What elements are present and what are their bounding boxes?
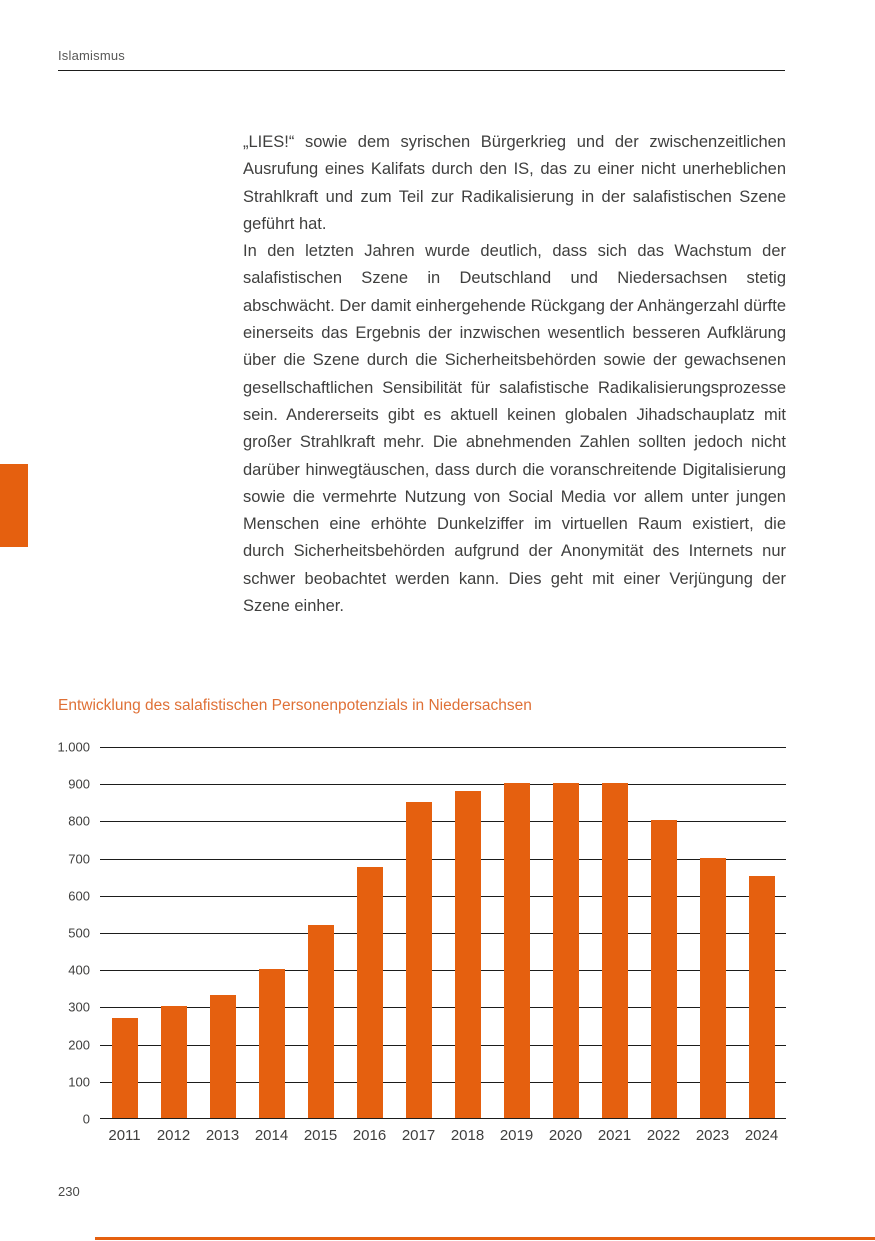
- bar-2020: [552, 783, 579, 1118]
- bar-2016: [356, 866, 383, 1118]
- bar-2014: [258, 969, 285, 1118]
- gridline: [100, 784, 786, 786]
- bar-slot: [737, 747, 786, 1118]
- y-tick-label: 100: [68, 1074, 90, 1090]
- chart-title: Entwicklung des salafistischen Personenp…: [58, 697, 532, 714]
- bar-slot: [541, 747, 590, 1118]
- bar-2019: [503, 783, 530, 1118]
- bar-2015: [307, 924, 334, 1118]
- y-tick-label: 900: [68, 776, 90, 792]
- x-tick-label: 2017: [401, 1127, 436, 1144]
- x-tick-label: 2018: [450, 1127, 485, 1144]
- gridline: [100, 970, 786, 972]
- y-tick-label: 700: [68, 851, 90, 867]
- bar-2012: [160, 1006, 187, 1118]
- chart-xaxis: 2011 2012 2013 2014 2015 2016 2017 2018 2019 2020…: [100, 1127, 786, 1144]
- x-tick-label: 2023: [695, 1127, 730, 1144]
- bar-slot: [688, 747, 737, 1118]
- x-tick-label: 2014: [254, 1127, 289, 1144]
- chapter-margin-tab: [0, 464, 28, 547]
- bar-2022: [650, 820, 677, 1118]
- body-text: „LIES!“ sowie dem syrischen Bürgerkrieg …: [243, 129, 786, 620]
- bar-slot: [639, 747, 688, 1118]
- header-rule: [58, 70, 785, 71]
- chart-body: 1.000 900 800 700 600 500 400 300 200 100 0: [57, 740, 786, 1127]
- paragraph: In den letzten Jahren wurde deutlich, da…: [243, 242, 786, 616]
- bar-2023: [699, 857, 726, 1118]
- chart-plot: [100, 747, 786, 1119]
- bar-slot: [296, 747, 345, 1118]
- gridline: [100, 1081, 786, 1083]
- x-tick-label: 2021: [597, 1127, 632, 1144]
- gridline: [100, 858, 786, 860]
- section-label: Islamismus: [58, 48, 126, 63]
- y-tick-label: 500: [68, 925, 90, 941]
- bar-chart: Entwicklung des salafistischen Personenp…: [57, 697, 786, 1144]
- bar-2024: [748, 876, 775, 1118]
- x-tick-label: 2019: [499, 1127, 534, 1144]
- x-tick-label: 2011: [108, 1127, 141, 1144]
- chart-yaxis: 1.000 900 800 700 600 500 400 300 200 100 0: [57, 740, 90, 1127]
- x-tick-label: 2012: [156, 1127, 191, 1144]
- footer-accent-line: [95, 1237, 875, 1240]
- x-tick-label: 2024: [744, 1127, 779, 1144]
- x-tick-label: 2015: [303, 1127, 338, 1144]
- bar-slot: [100, 747, 149, 1118]
- page-header: Islamismus: [58, 48, 785, 71]
- gridline: [100, 821, 786, 823]
- gridline: [100, 933, 786, 934]
- x-tick-label: 2016: [352, 1127, 387, 1144]
- bar-slot: [590, 747, 639, 1118]
- paragraph: „LIES!“ sowie dem syrischen Bürgerkrieg …: [243, 133, 786, 233]
- bar-2013: [209, 995, 236, 1118]
- y-tick-label: 1.000: [57, 739, 90, 755]
- bar-2021: [601, 783, 628, 1118]
- gridline: [100, 1044, 786, 1046]
- bar-slot: [198, 747, 247, 1118]
- bar-slot: [345, 747, 394, 1118]
- bar-slot: [443, 747, 492, 1118]
- chart-bars: [100, 747, 786, 1118]
- x-tick-label: 2022: [646, 1127, 681, 1144]
- y-tick-label: 300: [68, 999, 90, 1015]
- y-tick-label: 600: [68, 888, 90, 904]
- y-tick-label: 200: [68, 1037, 90, 1053]
- bar-2011: [111, 1017, 138, 1118]
- x-tick-label: 2020: [548, 1127, 583, 1144]
- gridline: [100, 895, 786, 897]
- y-tick-label: 0: [82, 1111, 90, 1127]
- bar-slot: [492, 747, 541, 1118]
- bar-2018: [454, 790, 481, 1118]
- bar-slot: [394, 747, 443, 1118]
- x-tick-label: 2013: [205, 1127, 240, 1144]
- bar-2017: [405, 801, 432, 1118]
- bar-slot: [149, 747, 198, 1118]
- gridline: [100, 747, 786, 748]
- y-tick-label: 400: [68, 962, 90, 978]
- gridline: [100, 1007, 786, 1009]
- page-number: 230: [58, 1184, 80, 1199]
- y-tick-label: 800: [68, 813, 90, 829]
- bar-slot: [247, 747, 296, 1118]
